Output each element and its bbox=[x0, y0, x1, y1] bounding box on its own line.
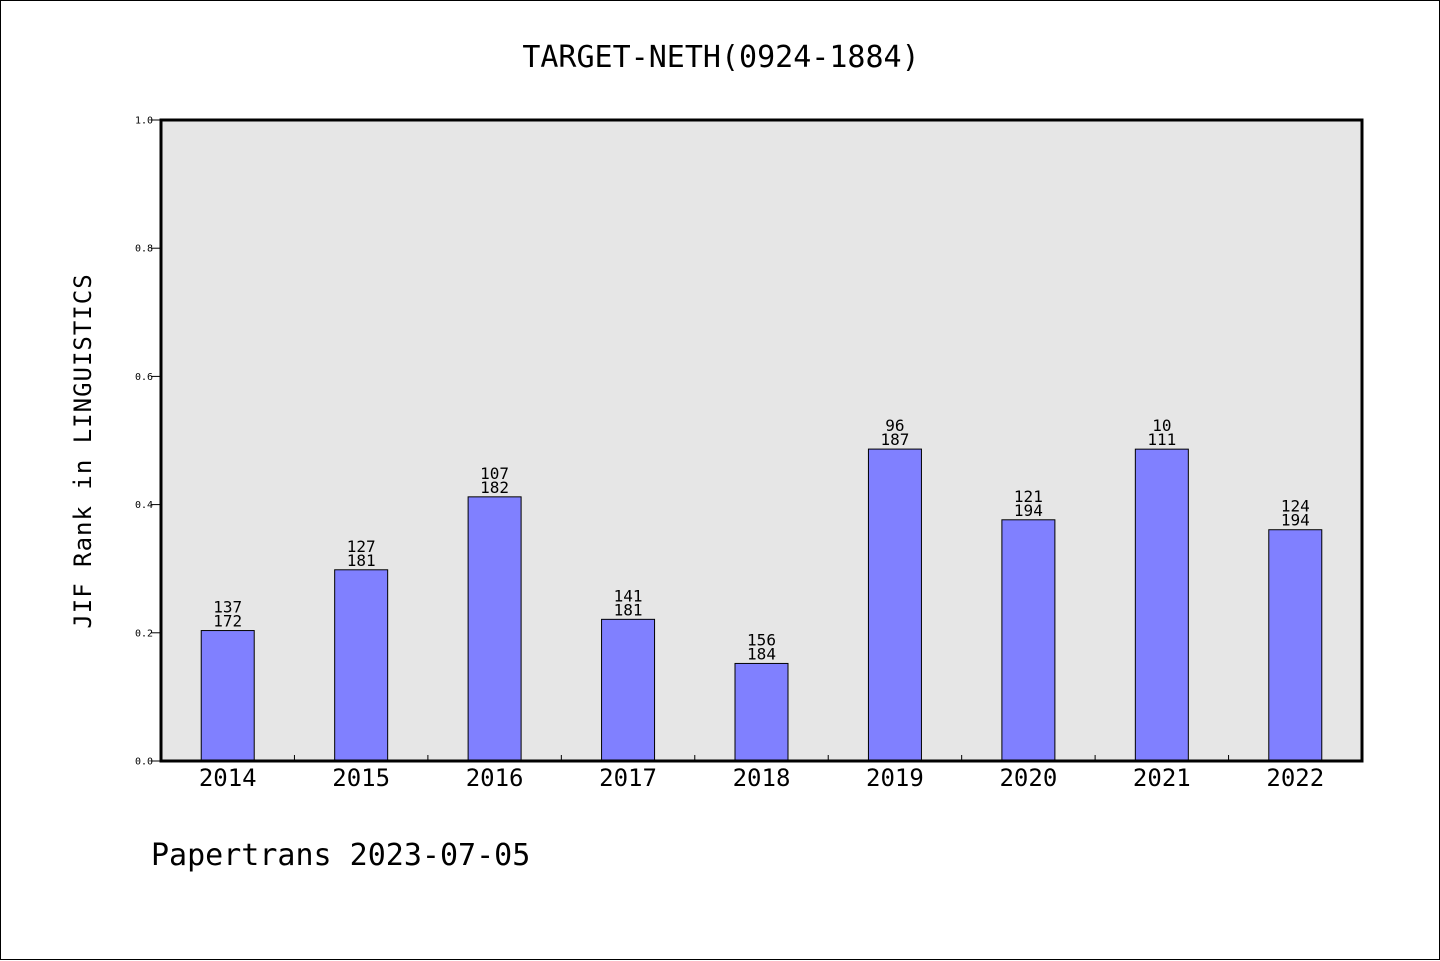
x-tick-label: 2017 bbox=[599, 764, 657, 792]
bar-2015 bbox=[334, 569, 389, 762]
bar-2022 bbox=[1268, 529, 1323, 762]
bar-total-label: 184 bbox=[747, 644, 776, 663]
y-tick-label: 0.4 bbox=[135, 500, 153, 511]
y-tick-label: 0.0 bbox=[135, 757, 153, 768]
x-tick-label: 2018 bbox=[733, 764, 791, 792]
y-tick-label: 0.8 bbox=[135, 244, 153, 255]
x-tick-label: 2019 bbox=[866, 764, 924, 792]
bar-rank-label: 141 bbox=[614, 586, 643, 605]
bar-rank-label: 107 bbox=[480, 464, 509, 483]
y-axis-label: JIF Rank in LINGUISTICS bbox=[69, 273, 97, 628]
y-axis-ticks: 0.0 0.2 0.4 0.6 0.8 1.0 bbox=[135, 116, 161, 768]
bar-rank-label: 96 bbox=[885, 416, 904, 435]
plot-border bbox=[159, 118, 1364, 763]
bar-total-label: 181 bbox=[614, 600, 643, 619]
bar-2014 bbox=[200, 630, 255, 762]
x-tick-label: 2020 bbox=[999, 764, 1057, 792]
y-tick-label: 1.0 bbox=[135, 116, 153, 127]
bar-rank-label: 10 bbox=[1152, 416, 1171, 435]
x-tick-label: 2014 bbox=[199, 764, 257, 792]
x-axis-ticks: 2014 2015 2016 2017 2018 2019 2020 2021 2022 bbox=[199, 755, 1324, 792]
bar-rank-label: 127 bbox=[347, 537, 376, 556]
footer-credit: Papertrans 2023-07-05 bbox=[151, 838, 530, 873]
chart-title: TARGET-NETH(0924-1884) bbox=[522, 40, 919, 75]
bar-series bbox=[200, 448, 1323, 762]
bar-total-label: 187 bbox=[880, 430, 909, 449]
bar-total-label: 111 bbox=[1147, 430, 1176, 449]
x-tick-label: 2015 bbox=[332, 764, 390, 792]
bar-2021 bbox=[1134, 448, 1189, 762]
bar-rank-label: 137 bbox=[213, 598, 242, 617]
x-tick-label: 2016 bbox=[466, 764, 524, 792]
x-tick-label: 2021 bbox=[1133, 764, 1191, 792]
y-tick-label: 0.2 bbox=[135, 628, 153, 639]
x-tick-label: 2022 bbox=[1266, 764, 1324, 792]
bar-2019 bbox=[867, 448, 922, 762]
bar-2020 bbox=[1001, 519, 1056, 762]
bar-2016 bbox=[467, 496, 522, 762]
y-tick-label: 0.6 bbox=[135, 372, 153, 383]
bar-rank-label: 121 bbox=[1014, 487, 1043, 506]
bar-rank-label: 124 bbox=[1281, 497, 1310, 516]
bar-total-label: 194 bbox=[1014, 501, 1043, 520]
bar-value-labels: 1371721271811071821411811561849618712119… bbox=[213, 416, 1309, 663]
bar-rank-label: 156 bbox=[747, 630, 776, 649]
bar-total-label: 172 bbox=[213, 612, 242, 631]
bar-2018 bbox=[734, 662, 789, 762]
bar-total-label: 181 bbox=[347, 551, 376, 570]
bar-2017 bbox=[601, 618, 656, 762]
bar-total-label: 182 bbox=[480, 478, 509, 497]
bar-total-label: 194 bbox=[1281, 511, 1310, 530]
